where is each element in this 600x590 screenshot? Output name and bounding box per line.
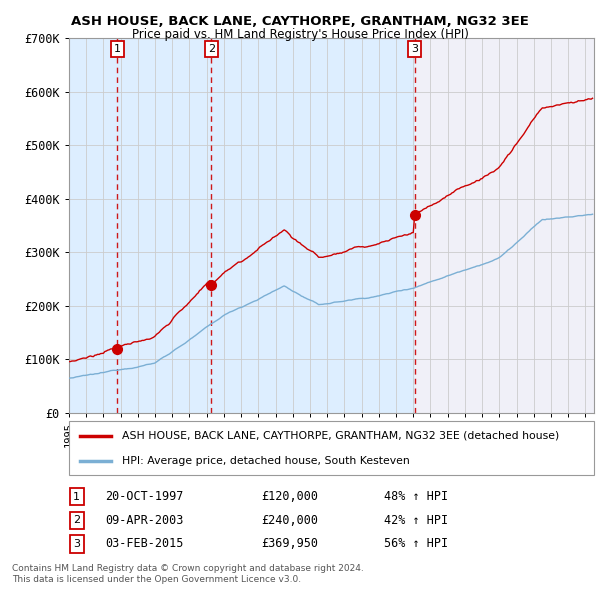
Text: 3: 3: [73, 539, 80, 549]
Text: ASH HOUSE, BACK LANE, CAYTHORPE, GRANTHAM, NG32 3EE (detached house): ASH HOUSE, BACK LANE, CAYTHORPE, GRANTHA…: [121, 431, 559, 441]
Text: 48% ↑ HPI: 48% ↑ HPI: [384, 490, 448, 503]
Bar: [415, 38, 594, 413]
Text: 20-OCT-1997: 20-OCT-1997: [105, 490, 184, 503]
Text: 2: 2: [208, 44, 215, 54]
Text: £120,000: £120,000: [261, 490, 318, 503]
Bar: [69, 38, 117, 413]
FancyBboxPatch shape: [69, 421, 594, 475]
Text: 03-FEB-2015: 03-FEB-2015: [105, 537, 184, 550]
Text: HPI: Average price, detached house, South Kesteven: HPI: Average price, detached house, Sout…: [121, 456, 409, 466]
Text: ASH HOUSE, BACK LANE, CAYTHORPE, GRANTHAM, NG32 3EE: ASH HOUSE, BACK LANE, CAYTHORPE, GRANTHA…: [71, 15, 529, 28]
Bar: [211, 38, 415, 413]
Text: 1: 1: [113, 44, 121, 54]
Bar: [117, 38, 211, 413]
Text: 2: 2: [73, 516, 80, 525]
Text: 42% ↑ HPI: 42% ↑ HPI: [384, 514, 448, 527]
Text: 09-APR-2003: 09-APR-2003: [105, 514, 184, 527]
Text: 3: 3: [412, 44, 418, 54]
Text: This data is licensed under the Open Government Licence v3.0.: This data is licensed under the Open Gov…: [12, 575, 301, 584]
Text: £240,000: £240,000: [261, 514, 318, 527]
Text: Price paid vs. HM Land Registry's House Price Index (HPI): Price paid vs. HM Land Registry's House …: [131, 28, 469, 41]
Text: 56% ↑ HPI: 56% ↑ HPI: [384, 537, 448, 550]
Text: Contains HM Land Registry data © Crown copyright and database right 2024.: Contains HM Land Registry data © Crown c…: [12, 565, 364, 573]
Text: 1: 1: [73, 492, 80, 502]
Text: £369,950: £369,950: [261, 537, 318, 550]
